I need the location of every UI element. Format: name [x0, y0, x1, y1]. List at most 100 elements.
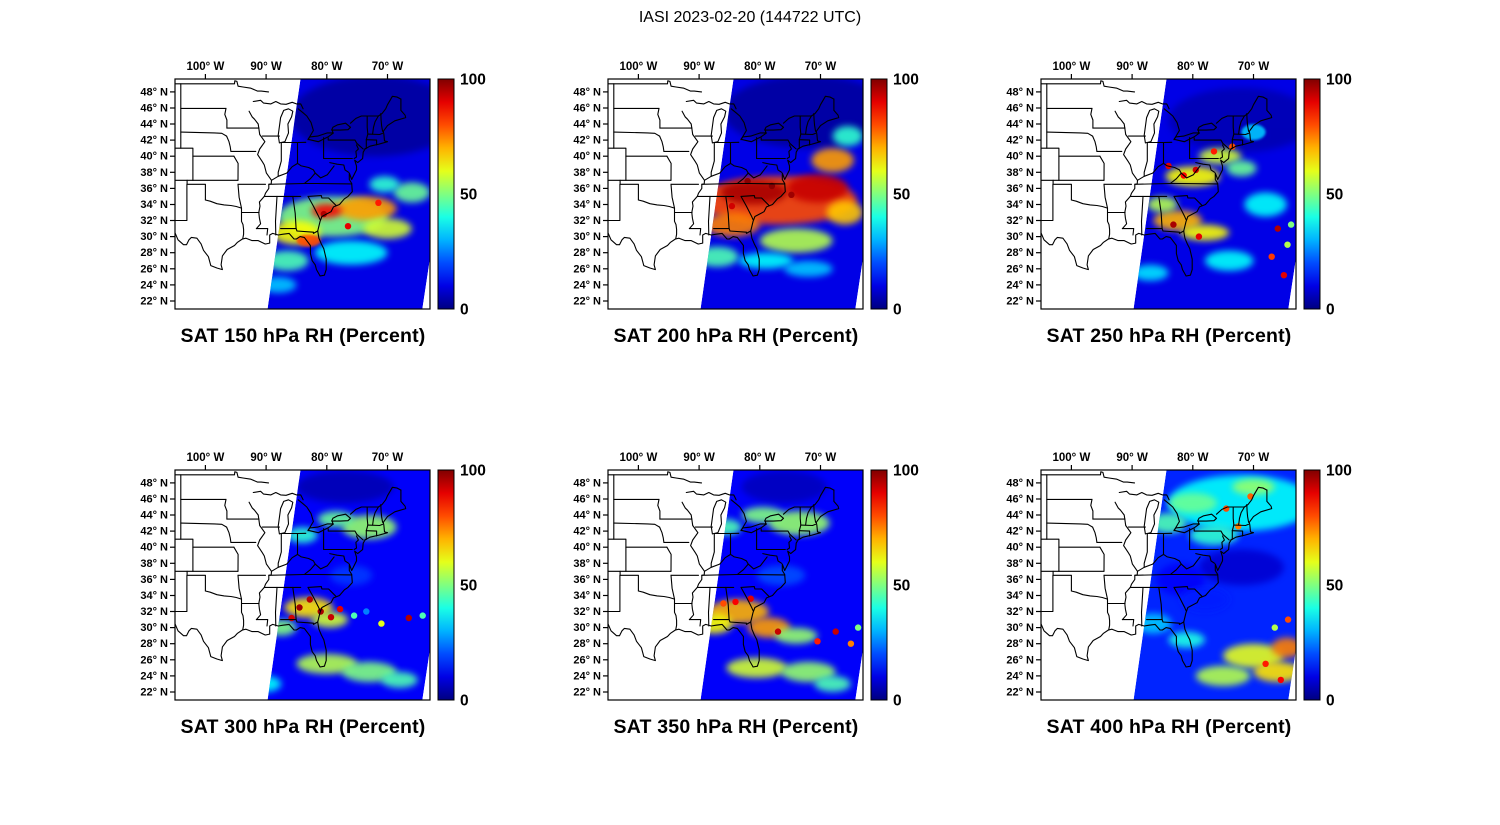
panel-sat-200hpa: 100° W 90° W 80° W 70° W 48° N 46° N 44° N 42° … [534, 49, 967, 348]
lon-tick-label: 80° W [311, 61, 343, 73]
panel-sat-250hpa: 100° W 90° W 80° W 70° W 48° N 46° N 44° N 42° … [967, 49, 1400, 348]
lat-tick-label: 48° N [1006, 86, 1034, 98]
lat-axis: 48° N 46° N 44° N 42° N 40° N 38° N 36° N 34° N… [573, 477, 608, 699]
lat-tick-label: 26° N [140, 263, 168, 275]
panel-grid: 100° W 90° W 80° W 70° W 48° N 46° N 44° N 42° … [0, 49, 1500, 739]
rh-data-swath [700, 79, 863, 309]
lon-tick-label: 90° W [1116, 61, 1148, 73]
lat-tick-label: 36° N [1006, 574, 1034, 586]
lat-tick-label: 38° N [140, 558, 168, 570]
lat-tick-label: 26° N [1006, 263, 1034, 275]
lon-tick-label: 70° W [1238, 61, 1270, 73]
colorbar: 100 50 0 [870, 463, 919, 710]
lat-tick-label: 46° N [140, 494, 168, 506]
lat-tick-label: 42° N [140, 135, 168, 147]
lat-tick-label: 38° N [573, 558, 601, 570]
lat-tick-label: 48° N [140, 86, 168, 98]
colorbar: 100 50 0 [1303, 72, 1352, 319]
axes-box [1040, 78, 1297, 310]
lat-tick-label: 22° N [573, 687, 601, 699]
lat-tick-label: 28° N [573, 638, 601, 650]
axes-box [607, 78, 864, 310]
lon-axis: 100° W 90° W 80° W 70° W [619, 452, 836, 470]
lon-tick-label: 70° W [372, 61, 404, 73]
lat-tick-label: 32° N [1006, 215, 1034, 227]
lat-tick-label: 30° N [573, 231, 601, 243]
colorbar-tick-label: 0 [1326, 302, 1335, 319]
lat-tick-label: 36° N [573, 574, 601, 586]
lat-tick-label: 22° N [1006, 296, 1034, 308]
lat-tick-label: 24° N [1006, 670, 1034, 682]
lat-tick-label: 30° N [573, 622, 601, 634]
lat-tick-label: 42° N [573, 526, 601, 538]
lat-tick-label: 42° N [1006, 526, 1034, 538]
lat-tick-label: 40° N [140, 542, 168, 554]
lat-tick-label: 28° N [140, 638, 168, 650]
lat-tick-label: 30° N [1006, 231, 1034, 243]
panel-title-150hpa: SAT 150 hPa RH (Percent) [180, 325, 426, 347]
colorbar-gradient [870, 469, 888, 701]
colorbar-tick-label: 0 [1326, 693, 1335, 710]
colorbar-tick-label: 100 [460, 463, 486, 480]
lat-tick-label: 46° N [1006, 494, 1034, 506]
colorbar-tick-label: 50 [893, 578, 910, 595]
state-boundaries [608, 471, 840, 668]
state-boundaries [1041, 80, 1273, 277]
lat-tick-label: 28° N [1006, 638, 1034, 650]
colorbar-tick-label: 100 [893, 463, 919, 480]
lat-tick-label: 38° N [1006, 558, 1034, 570]
lon-tick-label: 70° W [1238, 452, 1270, 464]
lat-tick-label: 46° N [573, 494, 601, 506]
lat-tick-label: 44° N [140, 510, 168, 522]
lon-axis: 100° W 90° W 80° W 70° W [1052, 452, 1269, 470]
lon-tick-label: 90° W [683, 452, 715, 464]
colorbar-tick-label: 100 [893, 72, 919, 89]
lat-tick-label: 32° N [573, 215, 601, 227]
lat-tick-label: 48° N [573, 477, 601, 489]
colorbar-tick-label: 0 [893, 302, 902, 319]
colorbar-tick-label: 0 [893, 693, 902, 710]
lon-tick-label: 90° W [250, 61, 282, 73]
lat-tick-label: 40° N [140, 151, 168, 163]
lat-tick-label: 40° N [573, 151, 601, 163]
panel-title-300hpa: SAT 300 hPa RH (Percent) [180, 716, 426, 738]
lat-tick-label: 48° N [573, 86, 601, 98]
lat-tick-label: 36° N [1006, 183, 1034, 195]
panel-title-350hpa: SAT 350 hPa RH (Percent) [613, 716, 859, 738]
lat-tick-label: 40° N [1006, 542, 1034, 554]
lon-tick-label: 100° W [186, 452, 224, 464]
lat-tick-label: 32° N [1006, 606, 1034, 618]
lat-tick-label: 36° N [573, 183, 601, 195]
lat-tick-label: 46° N [1006, 103, 1034, 115]
lon-tick-label: 80° W [744, 61, 776, 73]
lat-tick-label: 42° N [1006, 135, 1034, 147]
lon-tick-label: 70° W [805, 61, 837, 73]
state-boundaries [175, 80, 407, 277]
colorbar: 100 50 0 [437, 72, 486, 319]
lat-tick-label: 30° N [140, 231, 168, 243]
lat-axis: 48° N 46° N 44° N 42° N 40° N 38° N 36° N 34° N… [140, 477, 175, 699]
lon-tick-label: 70° W [805, 452, 837, 464]
rh-data-swath [1133, 470, 1296, 700]
lat-tick-label: 24° N [140, 279, 168, 291]
panel-title-250hpa: SAT 250 hPa RH (Percent) [1046, 325, 1292, 347]
map-400hpa: 100° W 90° W 80° W 70° W 48° N 46° N 44° N 42° … [1006, 452, 1352, 710]
lat-axis: 48° N 46° N 44° N 42° N 40° N 38° N 36° N 34° N… [573, 86, 608, 308]
lat-tick-label: 28° N [140, 247, 168, 259]
lat-tick-label: 48° N [140, 477, 168, 489]
lat-tick-label: 40° N [1006, 151, 1034, 163]
lat-tick-label: 36° N [140, 183, 168, 195]
map-200hpa: 100° W 90° W 80° W 70° W 48° N 46° N 44° N 42° … [573, 61, 919, 319]
lat-tick-label: 44° N [573, 119, 601, 131]
colorbar-tick-label: 100 [460, 72, 486, 89]
colorbar: 100 50 0 [1303, 463, 1352, 710]
lat-tick-label: 34° N [573, 590, 601, 602]
rh-data-swath [267, 79, 430, 309]
lat-tick-label: 48° N [1006, 477, 1034, 489]
panel-sat-400hpa: 100° W 90° W 80° W 70° W 48° N 46° N 44° N 42° … [967, 440, 1400, 739]
colorbar-tick-label: 100 [1326, 72, 1352, 89]
lat-tick-label: 28° N [1006, 247, 1034, 259]
lat-tick-label: 26° N [140, 654, 168, 666]
lat-axis: 48° N 46° N 44° N 42° N 40° N 38° N 36° N 34° N… [1006, 477, 1041, 699]
